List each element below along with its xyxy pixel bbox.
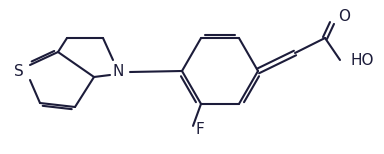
Text: S: S	[14, 65, 24, 79]
Text: HO: HO	[351, 53, 374, 67]
Text: F: F	[195, 122, 204, 138]
Text: N: N	[113, 65, 124, 79]
Text: O: O	[338, 9, 350, 24]
